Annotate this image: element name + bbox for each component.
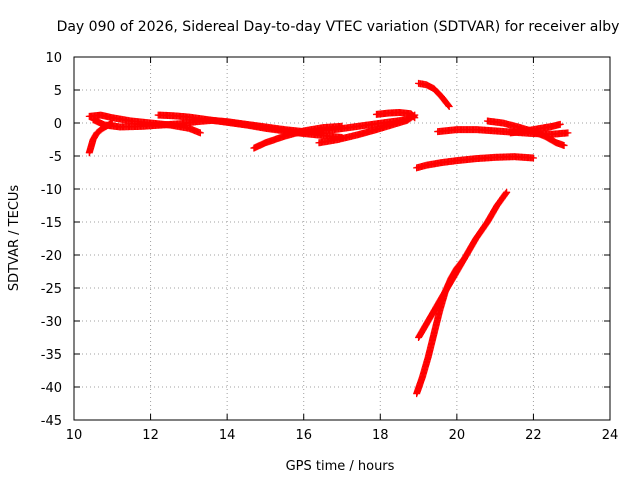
data-point: [461, 254, 469, 262]
data-point: [560, 141, 568, 149]
plot-frame: [73, 56, 611, 421]
axis-ticks: [73, 56, 611, 421]
y-tick-label: -30: [41, 315, 62, 330]
y-axis-label: SDTVAR / TECUs: [7, 185, 22, 292]
data-point: [409, 112, 417, 120]
data-point: [460, 255, 468, 263]
y-tick-label: -5: [49, 150, 62, 165]
x-tick-label: 14: [219, 428, 236, 443]
series-arc-10: [413, 153, 537, 172]
y-tick-label: -35: [41, 348, 62, 363]
data-point: [529, 154, 537, 162]
data-point: [445, 103, 453, 110]
x-tick-label: 20: [449, 428, 466, 443]
y-tick-label: -40: [41, 381, 62, 396]
chart-title: Day 090 of 2026, Sidereal Day-to-day VTE…: [57, 19, 620, 35]
x-tick-label: 16: [295, 428, 312, 443]
x-tick-label: 12: [142, 428, 159, 443]
y-tick-label: 0: [54, 117, 62, 132]
y-tick-label: -15: [41, 216, 62, 231]
y-tick-label: 5: [54, 84, 62, 99]
y-tick-label: -10: [41, 183, 62, 198]
x-tick-label: 22: [525, 428, 542, 443]
data-point: [411, 114, 419, 122]
x-axis-label: GPS time / hours: [286, 459, 395, 474]
x-tick-label: 10: [66, 428, 83, 443]
data-point: [503, 188, 511, 196]
x-tick-label: 18: [372, 428, 389, 443]
data-point: [564, 129, 572, 137]
series-arc-9: [415, 79, 453, 110]
data-point: [410, 113, 418, 121]
y-tick-label: 10: [45, 51, 62, 66]
y-tick-label: -45: [41, 414, 62, 429]
data-point: [196, 129, 204, 137]
y-tick-labels: 10 5 0 -5 -10 -15 -20 -25 -30 -35 -40 -45: [41, 51, 62, 429]
y-tick-label: -25: [41, 282, 62, 297]
y-tick-label: -20: [41, 249, 62, 264]
x-tick-labels: 10 12 14 16 18 20 22 24: [66, 428, 619, 443]
series-arc-13: [506, 120, 564, 137]
data-point: [502, 189, 510, 197]
data-point: [556, 120, 564, 128]
series-arc-8: [372, 108, 419, 122]
series-arc-15: [413, 254, 469, 398]
data-points: [85, 79, 572, 398]
data-point: [444, 102, 452, 110]
x-tick-label: 24: [602, 428, 619, 443]
